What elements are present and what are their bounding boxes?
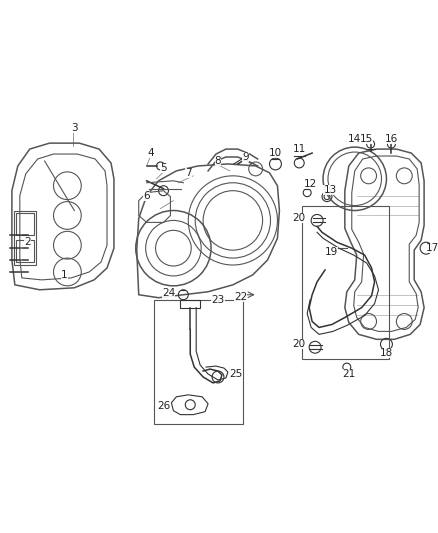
- Text: 9: 9: [242, 152, 249, 162]
- Text: 20: 20: [293, 213, 306, 223]
- Bar: [302, 206, 389, 359]
- Text: 2: 2: [25, 237, 31, 247]
- Text: 18: 18: [380, 348, 393, 358]
- Bar: [180, 300, 200, 308]
- Text: 6: 6: [143, 191, 150, 200]
- Text: 24: 24: [162, 288, 175, 298]
- Text: 3: 3: [71, 123, 78, 133]
- Bar: [16, 240, 34, 262]
- Text: 25: 25: [229, 369, 243, 379]
- Text: 13: 13: [323, 185, 336, 195]
- Text: 22: 22: [234, 292, 247, 302]
- Text: 15: 15: [360, 134, 373, 144]
- Text: 11: 11: [293, 144, 306, 154]
- Text: 20: 20: [293, 340, 306, 349]
- Bar: [154, 300, 243, 424]
- Text: 4: 4: [147, 148, 154, 158]
- Text: 26: 26: [157, 401, 170, 411]
- Text: 8: 8: [215, 156, 221, 166]
- Text: 16: 16: [385, 134, 398, 144]
- Text: 14: 14: [348, 134, 361, 144]
- Text: 10: 10: [269, 148, 282, 158]
- Text: 21: 21: [342, 369, 355, 379]
- Text: 19: 19: [324, 247, 338, 257]
- Text: 23: 23: [212, 295, 225, 305]
- Bar: [14, 211, 35, 265]
- Text: 12: 12: [304, 179, 317, 189]
- Text: 7: 7: [185, 168, 191, 178]
- Text: 5: 5: [160, 163, 167, 173]
- Text: 17: 17: [425, 243, 438, 253]
- Bar: [16, 214, 34, 235]
- Text: 1: 1: [61, 270, 68, 280]
